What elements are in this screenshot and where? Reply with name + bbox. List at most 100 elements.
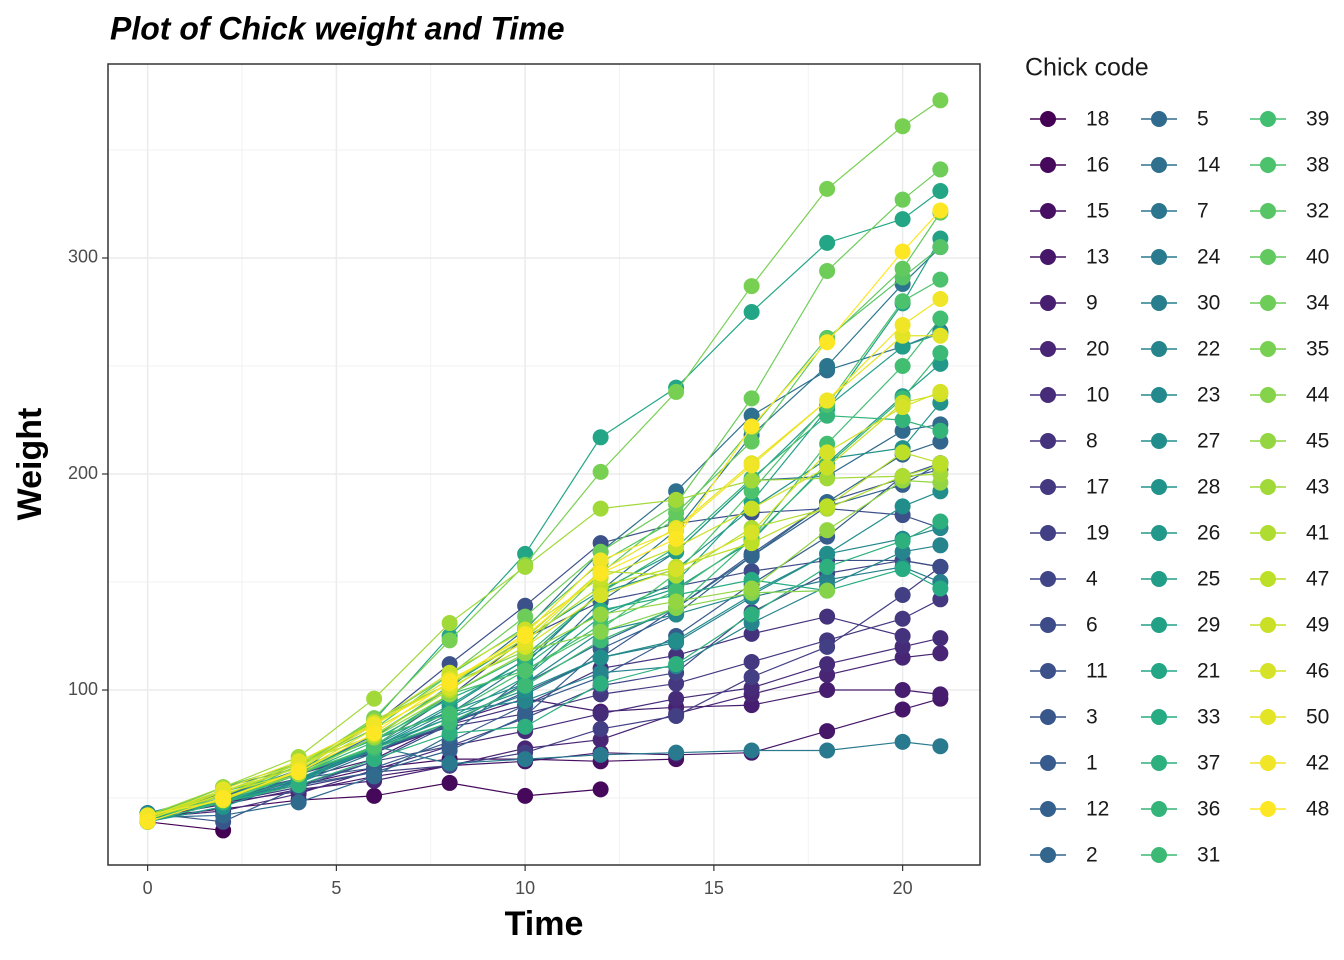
data-point [517,751,534,768]
legend-item: 26 [1141,522,1220,545]
data-point [592,552,609,569]
data-point [819,723,836,740]
legend-label: 23 [1197,384,1220,407]
legend-label: 22 [1197,338,1220,361]
legend-key-point [1260,663,1276,679]
legend-label: 29 [1197,614,1220,637]
legend-label: 41 [1306,522,1329,545]
data-point [932,558,949,575]
legend-label: 40 [1306,246,1329,269]
data-point [743,742,760,759]
data-point [819,444,836,461]
data-point [592,500,609,517]
data-point [290,764,307,781]
data-point [668,383,685,400]
legend-label: 2 [1086,844,1098,867]
data-point [894,260,911,277]
data-point [517,608,534,625]
data-point [441,742,458,759]
legend-item: 35 [1250,338,1329,361]
data-point [932,383,949,400]
data-point [668,593,685,610]
legend-key-point [1040,571,1056,587]
data-point [932,738,949,755]
legend-item: 23 [1141,384,1220,407]
data-point [592,463,609,480]
legend-key-point [1040,663,1056,679]
data-point [819,334,836,351]
legend-key-point [1260,755,1276,771]
data-point [592,606,609,623]
data-point [894,733,911,750]
legend-item: 15 [1030,200,1109,223]
legend-key-point [1260,157,1276,173]
data-point [668,561,685,578]
legend-key-point [1040,479,1056,495]
data-point [894,444,911,461]
data-point [743,390,760,407]
legend-key-point [1151,847,1167,863]
legend-key-point [1040,203,1056,219]
legend-label: 11 [1086,660,1108,683]
data-point [441,673,458,690]
data-point [366,725,383,742]
legend-key-point [1040,433,1056,449]
data-point [819,638,836,655]
legend-item: 7 [1141,200,1209,223]
legend-item: 4 [1030,568,1098,591]
series-line [147,566,941,814]
legend-label: 36 [1197,798,1220,821]
legend-item: 30 [1141,292,1220,315]
data-point [894,586,911,603]
data-point [441,774,458,791]
legend-label: 12 [1086,798,1109,821]
data-point [932,537,949,554]
legend-item: 42 [1250,752,1329,775]
legend-label: 32 [1306,200,1329,223]
data-point [819,656,836,673]
legend-key-point [1151,571,1167,587]
legend-key-point [1151,295,1167,311]
legend-label: 35 [1306,338,1329,361]
data-point [932,310,949,327]
series-line [147,479,941,819]
legend-label: 5 [1197,108,1209,131]
legend-item: 9 [1030,292,1098,315]
x-tick-label: 10 [515,878,535,898]
legend-key-point [1040,111,1056,127]
legend-item: 28 [1141,476,1220,499]
data-point [517,628,534,645]
legend-label: 4 [1086,568,1098,591]
data-point [743,669,760,686]
legend-label: 42 [1306,752,1329,775]
legend-label: 1 [1086,752,1098,775]
y-axis-title: Weight [11,408,49,521]
data-point [894,701,911,718]
data-point [441,632,458,649]
legend-item: 37 [1141,752,1220,775]
legend-item: 36 [1141,798,1220,821]
legend-item: 33 [1141,706,1220,729]
legend-key-point [1151,755,1167,771]
data-point [743,303,760,320]
data-point [894,316,911,333]
data-point [668,530,685,547]
data-point [517,558,534,575]
data-point [743,457,760,474]
legend-key-point [1151,479,1167,495]
legend-label: 44 [1306,384,1330,407]
data-point [668,491,685,508]
data-point [366,690,383,707]
legend-item: 39 [1250,108,1329,131]
legend-label: 45 [1306,430,1329,453]
data-point [441,705,458,722]
legend-key-point [1151,663,1167,679]
series-line [147,527,941,814]
data-point [668,656,685,673]
data-point [290,794,307,811]
data-point [894,293,911,310]
legend-label: 14 [1197,154,1221,177]
data-point [894,118,911,135]
legend-item: 43 [1250,476,1329,499]
legend-key-point [1040,387,1056,403]
